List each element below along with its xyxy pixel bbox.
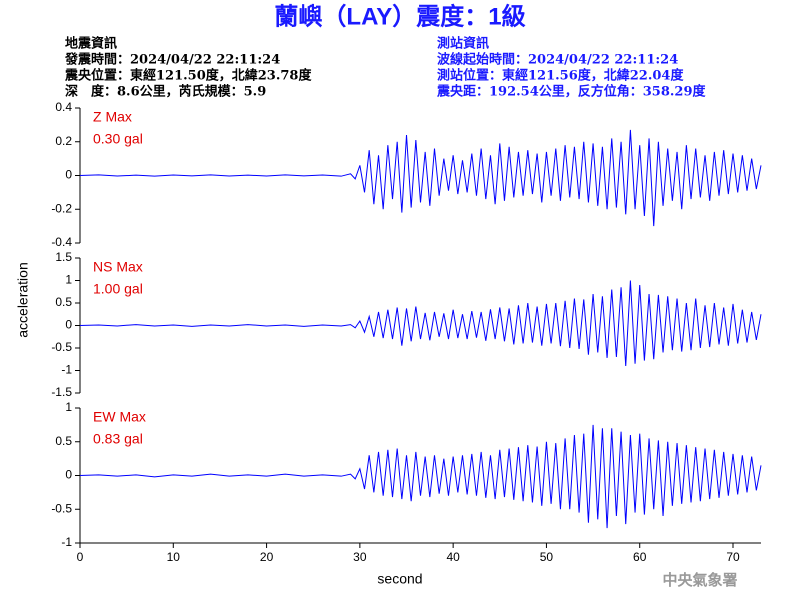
chart-title: 蘭嶼（LAY）震度：1級 <box>274 2 525 30</box>
footer: 中央氣象署 <box>662 571 737 589</box>
info-right: 波線起始時間：2024/04/22 22:11:24 <box>437 52 678 68</box>
y-tick-label: 0 <box>65 318 72 332</box>
x-tick-label: 10 <box>167 550 181 564</box>
info-right: 測站資訊 <box>437 36 489 52</box>
annotation: Z Max <box>93 109 132 125</box>
annotation: EW Max <box>93 409 146 425</box>
info-left: 深 度：8.6公里，芮氏規模：5.9 <box>65 84 266 100</box>
x-axis-label: second <box>377 571 422 587</box>
y-tick-label: -1 <box>61 363 72 377</box>
annotation: 1.00 gal <box>93 281 143 297</box>
y-tick-label: 1 <box>65 273 72 287</box>
y-tick-label: 0 <box>65 468 72 482</box>
x-tick-label: 70 <box>726 550 740 564</box>
y-tick-label: 1 <box>65 400 72 414</box>
y-tick-label: -1.5 <box>51 385 72 399</box>
info-left: 發震時間：2024/04/22 22:11:24 <box>64 52 280 68</box>
y-tick-label: 0.5 <box>55 295 72 309</box>
x-tick-label: 20 <box>260 550 274 564</box>
y-tick-label: -1 <box>61 535 72 549</box>
x-tick-label: 0 <box>77 550 84 564</box>
y-tick-label: 0.5 <box>55 434 72 448</box>
waveform <box>79 129 762 227</box>
y-tick-label: -0.4 <box>51 235 72 249</box>
y-tick-label: -0.5 <box>51 340 72 354</box>
info-left: 地震資訊 <box>65 36 117 52</box>
y-tick-label: -0.2 <box>51 201 72 215</box>
info-right: 測站位置：東經121.56度，北緯22.04度 <box>437 68 684 84</box>
x-tick-label: 50 <box>540 550 554 564</box>
y-tick-label: -0.5 <box>51 501 72 515</box>
x-tick-label: 30 <box>353 550 367 564</box>
annotation: NS Max <box>93 259 143 275</box>
x-tick-label: 40 <box>446 550 460 564</box>
y-tick-label: 1.5 <box>55 250 72 264</box>
info-left: 震央位置：東經121.50度，北緯23.78度 <box>64 68 312 84</box>
x-tick-label: 60 <box>633 550 647 564</box>
annotation: 0.83 gal <box>93 431 143 447</box>
annotation: 0.30 gal <box>93 131 143 147</box>
y-axis-label: acceleration <box>15 262 31 338</box>
y-tick-label: 0 <box>65 168 72 182</box>
waveform <box>79 424 762 529</box>
y-tick-label: 0.2 <box>55 134 72 148</box>
y-tick-label: 0.4 <box>55 100 72 114</box>
info-right: 震央距：192.54公里，反方位角：358.29度 <box>436 84 707 100</box>
waveform <box>79 280 762 367</box>
